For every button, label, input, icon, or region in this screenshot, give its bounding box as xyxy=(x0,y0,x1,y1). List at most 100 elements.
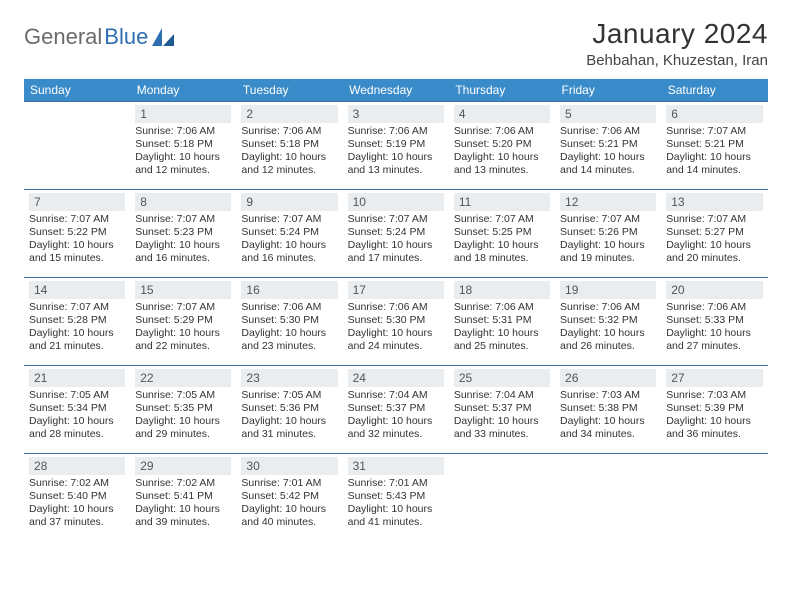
calendar-page: GeneralBlue January 2024 Behbahan, Khuze… xyxy=(0,0,792,542)
cell-inner: 2 Sunrise: 7:06 AMSunset: 5:18 PMDaylight… xyxy=(236,102,342,189)
calendar-cell: 24 Sunrise: 7:04 AMSunset: 5:37 PMDayligh… xyxy=(343,366,449,454)
daylight-text-1: Daylight: 10 hours xyxy=(560,327,656,340)
day-number: 24 xyxy=(348,369,444,387)
sunrise-text: Sunrise: 7:07 AM xyxy=(241,213,337,226)
day-number: 27 xyxy=(666,369,762,387)
day-number: 7 xyxy=(29,193,125,211)
daylight-text-2: and 24 minutes. xyxy=(348,340,444,353)
daylight-text-1: Daylight: 10 hours xyxy=(454,327,550,340)
day-number: 1 xyxy=(135,105,231,123)
calendar-cell: 15Sunrise: 7:07 AMSunset: 5:29 PMDayligh… xyxy=(130,278,236,366)
calendar-cell: 16 Sunrise: 7:06 AMSunset: 5:30 PMDayligh… xyxy=(236,278,342,366)
sunset-text: Sunset: 5:33 PM xyxy=(666,314,762,327)
sunrise-text: Sunrise: 7:07 AM xyxy=(29,301,125,314)
calendar-cell xyxy=(555,454,661,542)
sunrise-text: Sunrise: 7:03 AM xyxy=(666,389,762,402)
sunrise-text: Sunrise: 7:04 AM xyxy=(348,389,444,402)
sunrise-text: Sunrise: 7:06 AM xyxy=(241,301,337,314)
sunset-text: Sunset: 5:36 PM xyxy=(241,402,337,415)
daylight-text-2: and 20 minutes. xyxy=(666,252,762,265)
dayhead-sun: Sunday xyxy=(24,79,130,102)
sunset-text: Sunset: 5:40 PM xyxy=(29,490,125,503)
sunset-text: Sunset: 5:18 PM xyxy=(241,138,337,151)
sunset-text: Sunset: 5:24 PM xyxy=(241,226,337,239)
sunrise-text: Sunrise: 7:05 AM xyxy=(135,389,231,402)
day-info: Sunrise: 7:07 AMSunset: 5:24 PMDaylight:… xyxy=(241,213,337,266)
daylight-text-2: and 26 minutes. xyxy=(560,340,656,353)
daylight-text-1: Daylight: 10 hours xyxy=(666,415,762,428)
dayhead-tue: Tuesday xyxy=(236,79,342,102)
daylight-text-1: Daylight: 10 hours xyxy=(135,327,231,340)
dayhead-sat: Saturday xyxy=(661,79,767,102)
daylight-text-2: and 13 minutes. xyxy=(348,164,444,177)
day-number: 14 xyxy=(29,281,125,299)
title-block: January 2024 Behbahan, Khuzestan, Iran xyxy=(586,18,768,69)
calendar-row: 21Sunrise: 7:05 AMSunset: 5:34 PMDayligh… xyxy=(24,366,768,454)
day-number: 21 xyxy=(29,369,125,387)
calendar-cell: 30 Sunrise: 7:01 AMSunset: 5:42 PMDayligh… xyxy=(236,454,342,542)
cell-inner: 4Sunrise: 7:06 AMSunset: 5:20 PMDaylight… xyxy=(449,102,555,189)
calendar-cell: 10Sunrise: 7:07 AMSunset: 5:24 PMDayligh… xyxy=(343,190,449,278)
day-number: 23 xyxy=(241,369,337,387)
day-info: Sunrise: 7:06 AMSunset: 5:30 PMDaylight:… xyxy=(241,301,337,354)
daylight-text-1: Daylight: 10 hours xyxy=(560,239,656,252)
cell-inner: 23Sunrise: 7:05 AMSunset: 5:36 PMDayligh… xyxy=(236,366,342,453)
daylight-text-2: and 23 minutes. xyxy=(241,340,337,353)
day-number: 30 xyxy=(241,457,337,475)
calendar-cell: 5Sunrise: 7:06 AMSunset: 5:21 PMDaylight… xyxy=(555,102,661,190)
sunrise-text: Sunrise: 7:05 AM xyxy=(29,389,125,402)
day-info: Sunrise: 7:04 AMSunset: 5:37 PMDaylight:… xyxy=(454,389,550,442)
month-title: January 2024 xyxy=(586,18,768,50)
sunset-text: Sunset: 5:42 PM xyxy=(241,490,337,503)
daylight-text-1: Daylight: 10 hours xyxy=(241,415,337,428)
sunset-text: Sunset: 5:28 PM xyxy=(29,314,125,327)
sunrise-text: Sunrise: 7:06 AM xyxy=(454,301,550,314)
sunset-text: Sunset: 5:35 PM xyxy=(135,402,231,415)
day-number: 9 xyxy=(241,193,337,211)
day-number: 6 xyxy=(666,105,762,123)
daylight-text-1: Daylight: 10 hours xyxy=(29,415,125,428)
dayhead-wed: Wednesday xyxy=(343,79,449,102)
day-number: 19 xyxy=(560,281,656,299)
calendar-cell: 21Sunrise: 7:05 AMSunset: 5:34 PMDayligh… xyxy=(24,366,130,454)
calendar-row: 28Sunrise: 7:02 AMSunset: 5:40 PMDayligh… xyxy=(24,454,768,542)
cell-inner: 3Sunrise: 7:06 AMSunset: 5:19 PMDaylight… xyxy=(343,102,449,189)
calendar-body: 1Sunrise: 7:06 AMSunset: 5:18 PMDaylight… xyxy=(24,102,768,542)
brand-part2: Blue xyxy=(104,24,148,50)
sunrise-text: Sunrise: 7:07 AM xyxy=(135,213,231,226)
cell-inner: 16 Sunrise: 7:06 AMSunset: 5:30 PMDayligh… xyxy=(236,278,342,365)
daylight-text-1: Daylight: 10 hours xyxy=(348,415,444,428)
day-info: Sunrise: 7:04 AMSunset: 5:37 PMDaylight:… xyxy=(348,389,444,442)
day-number: 2 xyxy=(241,105,337,123)
cell-inner: 9 Sunrise: 7:07 AMSunset: 5:24 PMDaylight… xyxy=(236,190,342,277)
sunset-text: Sunset: 5:38 PM xyxy=(560,402,656,415)
sunrise-text: Sunrise: 7:07 AM xyxy=(666,213,762,226)
daylight-text-1: Daylight: 10 hours xyxy=(666,239,762,252)
day-info: Sunrise: 7:03 AMSunset: 5:38 PMDaylight:… xyxy=(560,389,656,442)
sunrise-text: Sunrise: 7:07 AM xyxy=(348,213,444,226)
daylight-text-1: Daylight: 10 hours xyxy=(241,239,337,252)
calendar-cell: 23Sunrise: 7:05 AMSunset: 5:36 PMDayligh… xyxy=(236,366,342,454)
cell-inner: 21Sunrise: 7:05 AMSunset: 5:34 PMDayligh… xyxy=(24,366,130,453)
day-number: 20 xyxy=(666,281,762,299)
calendar-cell: 27Sunrise: 7:03 AMSunset: 5:39 PMDayligh… xyxy=(661,366,767,454)
cell-inner: 12Sunrise: 7:07 AMSunset: 5:26 PMDayligh… xyxy=(555,190,661,277)
day-info: Sunrise: 7:06 AMSunset: 5:30 PMDaylight:… xyxy=(348,301,444,354)
day-number: 3 xyxy=(348,105,444,123)
day-number: 10 xyxy=(348,193,444,211)
daylight-text-2: and 25 minutes. xyxy=(454,340,550,353)
cell-inner: 1 Sunrise: 7:06 AMSunset: 5:18 PMDaylight… xyxy=(130,102,236,189)
day-number: 16 xyxy=(241,281,337,299)
sunrise-text: Sunrise: 7:07 AM xyxy=(135,301,231,314)
sunrise-text: Sunrise: 7:01 AM xyxy=(348,477,444,490)
calendar-cell: 19Sunrise: 7:06 AMSunset: 5:32 PMDayligh… xyxy=(555,278,661,366)
daylight-text-2: and 39 minutes. xyxy=(135,516,231,529)
day-info: Sunrise: 7:01 AMSunset: 5:42 PMDaylight:… xyxy=(241,477,337,530)
day-number: 17 xyxy=(348,281,444,299)
day-info: Sunrise: 7:06 AMSunset: 5:18 PMDaylight:… xyxy=(241,125,337,178)
daylight-text-1: Daylight: 10 hours xyxy=(454,151,550,164)
calendar-head: Sunday Monday Tuesday Wednesday Thursday… xyxy=(24,79,768,102)
day-number: 28 xyxy=(29,457,125,475)
day-info: Sunrise: 7:06 AMSunset: 5:18 PMDaylight:… xyxy=(135,125,231,178)
calendar-row: 7Sunrise: 7:07 AMSunset: 5:22 PMDaylight… xyxy=(24,190,768,278)
